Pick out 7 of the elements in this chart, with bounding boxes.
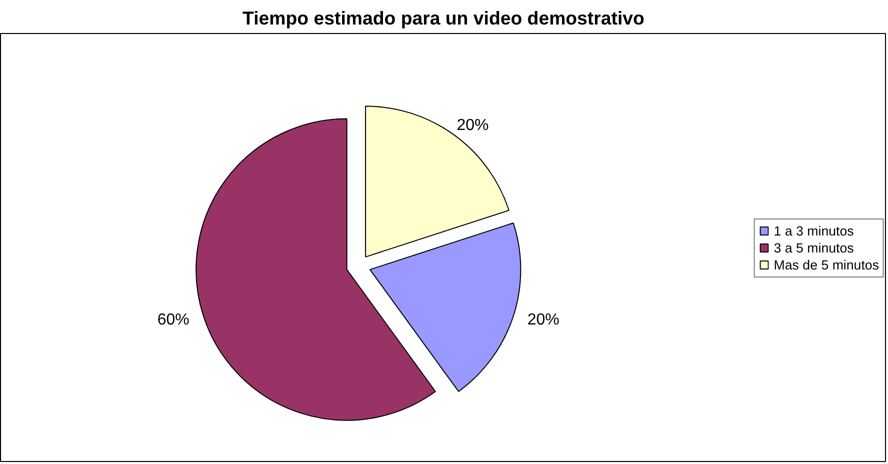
data-label: 20%: [456, 116, 489, 134]
legend-label: 1 a 3 minutos: [774, 223, 854, 238]
data-label: 60%: [157, 311, 190, 328]
data-label: 20%: [527, 311, 560, 328]
legend-label: Mas de 5 minutos: [774, 257, 879, 272]
legend-label: 3 a 5 minutos: [774, 240, 854, 255]
chart-title: Tiempo estimado para un video demostrativo: [242, 8, 644, 28]
